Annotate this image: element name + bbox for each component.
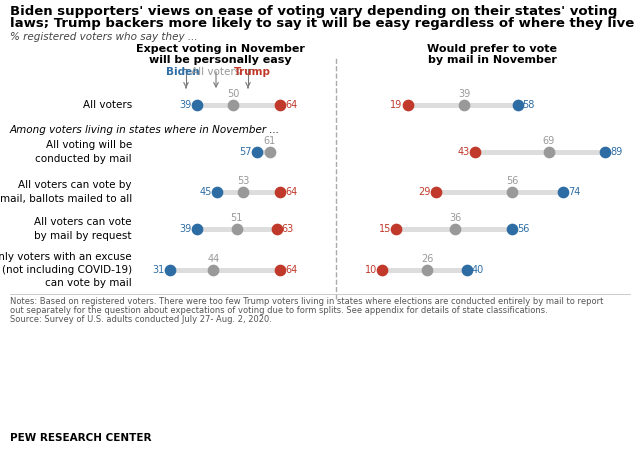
- Bar: [396, 227, 512, 232]
- Text: 26: 26: [421, 254, 433, 264]
- Text: PEW RESEARCH CENTER: PEW RESEARCH CENTER: [10, 433, 152, 443]
- Text: All voters can vote by
mail, ballots mailed to all: All voters can vote by mail, ballots mai…: [0, 181, 132, 204]
- Text: 74: 74: [568, 187, 580, 197]
- Point: [403, 101, 413, 109]
- Bar: [408, 102, 518, 107]
- Text: 44: 44: [207, 254, 220, 264]
- Point: [271, 225, 282, 233]
- Point: [165, 266, 175, 274]
- Text: 64: 64: [285, 265, 297, 275]
- Text: 63: 63: [282, 224, 294, 234]
- Text: Would prefer to vote: Would prefer to vote: [427, 44, 557, 54]
- Text: Only voters with an excuse
(not including COVID-19)
can vote by mail: Only voters with an excuse (not includin…: [0, 252, 132, 288]
- Text: % registered voters who say they ...: % registered voters who say they ...: [10, 32, 198, 42]
- Text: 51: 51: [230, 213, 243, 223]
- Point: [377, 266, 387, 274]
- Text: Source: Survey of U.S. adults conducted July 27- Aug. 2, 2020.: Source: Survey of U.S. adults conducted …: [10, 315, 272, 324]
- Text: 50: 50: [227, 89, 239, 99]
- Point: [208, 266, 218, 274]
- Point: [470, 149, 481, 156]
- Text: 15: 15: [379, 224, 391, 234]
- Text: 36: 36: [449, 213, 461, 223]
- Text: out separately for the question about expectations of voting due to form splits.: out separately for the question about ex…: [10, 306, 548, 315]
- Text: 19: 19: [390, 100, 403, 110]
- Point: [557, 188, 568, 196]
- Point: [228, 101, 239, 109]
- Point: [600, 149, 610, 156]
- Point: [459, 101, 469, 109]
- Text: 56: 56: [517, 224, 529, 234]
- Text: will be personally easy: will be personally easy: [148, 55, 291, 65]
- Point: [507, 188, 517, 196]
- Text: 10: 10: [365, 265, 377, 275]
- Text: 29: 29: [419, 187, 431, 197]
- Bar: [436, 190, 563, 195]
- Text: 69: 69: [543, 136, 555, 146]
- Bar: [257, 149, 270, 154]
- Point: [461, 266, 472, 274]
- Point: [252, 149, 262, 156]
- Point: [507, 225, 517, 233]
- Text: 45: 45: [199, 187, 212, 197]
- Text: by mail in November: by mail in November: [428, 55, 556, 65]
- Point: [513, 101, 523, 109]
- Text: 39: 39: [458, 89, 470, 99]
- Bar: [196, 102, 280, 107]
- Point: [543, 149, 554, 156]
- Text: Notes: Based on registered voters. There were too few Trump voters living in sta: Notes: Based on registered voters. There…: [10, 297, 604, 306]
- Bar: [170, 267, 280, 272]
- Text: 39: 39: [179, 100, 191, 110]
- Text: 53: 53: [237, 176, 250, 186]
- Point: [232, 225, 242, 233]
- Text: 89: 89: [610, 147, 622, 157]
- Text: All voters: All voters: [83, 100, 132, 110]
- Text: 40: 40: [472, 265, 484, 275]
- Point: [451, 225, 461, 233]
- Text: Biden supporters' views on ease of voting vary depending on their states' voting: Biden supporters' views on ease of votin…: [10, 5, 618, 18]
- Point: [275, 188, 285, 196]
- Text: 56: 56: [506, 176, 518, 186]
- Point: [275, 101, 285, 109]
- Text: 43: 43: [458, 147, 470, 157]
- Point: [265, 149, 275, 156]
- Text: 64: 64: [285, 100, 297, 110]
- Text: 31: 31: [153, 265, 165, 275]
- Text: All voters can vote
by mail by request: All voters can vote by mail by request: [35, 218, 132, 240]
- Text: 39: 39: [179, 224, 191, 234]
- Text: All voting will be
conducted by mail: All voting will be conducted by mail: [35, 140, 132, 164]
- Point: [391, 225, 401, 233]
- Bar: [217, 190, 280, 195]
- Text: Among voters living in states where in November ...: Among voters living in states where in N…: [10, 125, 280, 135]
- Text: 57: 57: [239, 147, 252, 157]
- Bar: [476, 149, 605, 154]
- Text: laws; Trump backers more likely to say it will be easy regardless of where they : laws; Trump backers more likely to say i…: [10, 17, 634, 30]
- Text: 61: 61: [264, 136, 276, 146]
- Text: Expect voting in November: Expect voting in November: [136, 44, 305, 54]
- Bar: [196, 227, 276, 232]
- Point: [431, 188, 441, 196]
- Text: 58: 58: [523, 100, 535, 110]
- Text: All voters: All voters: [191, 67, 241, 77]
- Text: 64: 64: [285, 187, 297, 197]
- Point: [212, 188, 222, 196]
- Point: [191, 101, 202, 109]
- Bar: [382, 267, 467, 272]
- Point: [422, 266, 433, 274]
- Point: [238, 188, 248, 196]
- Point: [275, 266, 285, 274]
- Text: Trump: Trump: [234, 67, 271, 77]
- Point: [191, 225, 202, 233]
- Text: Biden: Biden: [166, 67, 200, 77]
